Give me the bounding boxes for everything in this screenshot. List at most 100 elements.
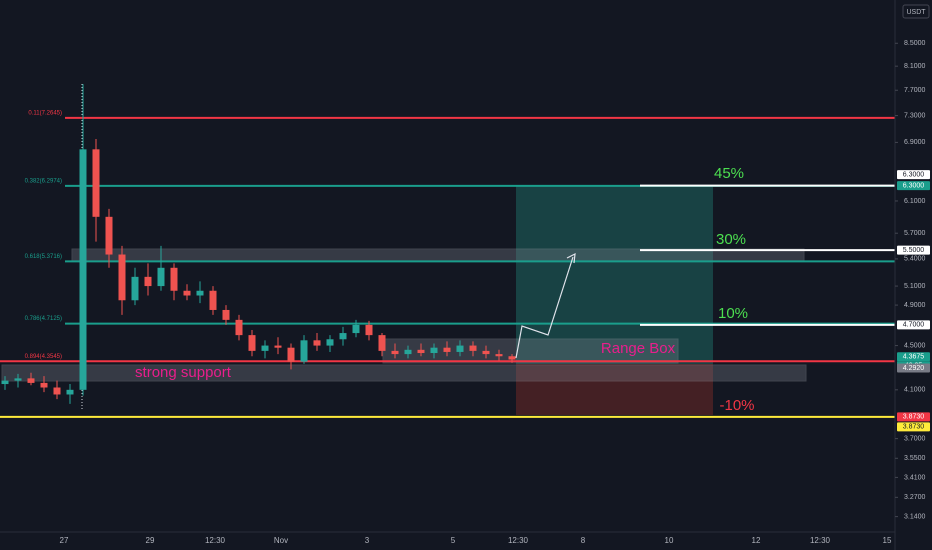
y-tick-label: 6.9000 xyxy=(904,139,926,146)
axis-labels: 8.5000 8.1000 7.7000 7.3000 6.9000 6.1000 5.70… xyxy=(60,40,930,545)
candle-body xyxy=(443,347,451,352)
price-label: 4.7000 xyxy=(903,322,925,329)
y-tick-label: 4.1000 xyxy=(904,387,926,394)
candle-body xyxy=(261,345,269,351)
candle-body xyxy=(300,340,308,362)
candle-body xyxy=(287,347,295,362)
candle-body xyxy=(144,276,152,287)
fib-label: 0.618(5.3716) xyxy=(25,254,62,260)
candle-body xyxy=(235,319,243,336)
candle-body xyxy=(482,350,490,355)
candle-body xyxy=(248,335,256,351)
candle-body xyxy=(53,387,61,395)
candle-body xyxy=(378,335,386,351)
currency-box xyxy=(902,4,930,19)
y-tick-label: 3.1400 xyxy=(904,513,926,520)
target-label: 30% xyxy=(716,231,746,248)
candle-body xyxy=(508,356,516,360)
candle-body xyxy=(105,216,113,255)
target-label: 10% xyxy=(718,305,748,322)
x-tick-label: 12 xyxy=(752,536,761,545)
candle-body xyxy=(274,345,282,348)
x-tick-label: 5 xyxy=(451,536,456,545)
candle-body xyxy=(209,290,217,310)
price-label: 4.2920 xyxy=(903,365,925,372)
candle-body xyxy=(404,349,412,355)
candle-body xyxy=(417,349,425,354)
x-tick-label: 12:30 xyxy=(205,536,226,545)
candle-body xyxy=(27,378,35,383)
y-tick-label: 3.7000 xyxy=(904,435,926,442)
candle-body xyxy=(339,333,347,340)
y-tick-label: 4.9000 xyxy=(904,302,926,309)
candle-body xyxy=(14,378,22,381)
candle-body xyxy=(196,290,204,296)
x-tick-label: 12:30 xyxy=(810,536,831,545)
y-tick-label: 8.5000 xyxy=(904,40,926,47)
y-tick-label: 5.1000 xyxy=(904,283,926,290)
stop-label: -10% xyxy=(719,397,754,414)
price-label-box xyxy=(897,352,930,362)
price-label: 4.3675 xyxy=(903,354,925,361)
candle-body xyxy=(118,254,126,301)
price-label-box xyxy=(897,422,930,432)
price-label-box xyxy=(897,412,930,422)
price-label: 5.5000 xyxy=(903,247,925,254)
plot xyxy=(1,84,807,415)
x-tick-label: 10 xyxy=(665,536,674,545)
candle-body xyxy=(157,267,165,287)
price-axis xyxy=(895,0,932,550)
x-tick-label: 3 xyxy=(365,536,370,545)
candle-body xyxy=(183,290,191,296)
price-label-box xyxy=(897,320,930,330)
x-tick-label: 12:30 xyxy=(508,536,529,545)
candle-body xyxy=(326,339,334,346)
y-tick-label: 3.2700 xyxy=(904,494,926,501)
y-tick-label: 8.1000 xyxy=(904,63,926,70)
support-box xyxy=(1,364,807,382)
candle-body xyxy=(495,354,503,357)
candle-body xyxy=(430,347,438,354)
candle-body xyxy=(352,324,360,334)
candle-body xyxy=(131,276,139,301)
price-label: 6.3000 xyxy=(903,171,925,178)
x-tick-label: 27 xyxy=(60,536,69,545)
fib-label: 0.382(6.2974) xyxy=(25,178,62,184)
y-tick-label: 3.4100 xyxy=(904,474,926,481)
price-label-box xyxy=(897,245,930,255)
y-tick-label: 6.1000 xyxy=(904,198,926,205)
projection-arrow xyxy=(515,256,574,359)
candle-body xyxy=(391,350,399,355)
y-tick-label: 5.7000 xyxy=(904,230,926,237)
range-box xyxy=(382,338,679,364)
price-label: 3.8730 xyxy=(903,414,925,421)
candle-body xyxy=(170,267,178,291)
candle-body xyxy=(365,324,373,336)
marks: 0.11(7.2645) 0.382(6.2974) 0.618(5.3716) 0.… xyxy=(0,84,895,418)
y-tick-label: 3.5500 xyxy=(904,455,926,462)
candle-body xyxy=(456,345,464,352)
fib-label: 0.786(4.7125) xyxy=(25,316,62,322)
x-tick-label: 29 xyxy=(146,536,155,545)
range-box-label: Range Box xyxy=(601,340,676,357)
candle-body xyxy=(313,340,321,346)
candle-body xyxy=(66,389,74,395)
candle-body xyxy=(1,380,9,385)
y-tick-label: 4.5000 xyxy=(904,342,926,349)
price-label-box xyxy=(897,181,930,191)
arrow-head xyxy=(566,252,576,264)
y-tick-label: 7.3000 xyxy=(904,112,926,119)
candle-body xyxy=(222,309,230,320)
price-label-box xyxy=(897,363,930,373)
profit-zone xyxy=(516,185,713,364)
price-label-box xyxy=(897,170,930,180)
y-tick-label: 7.7000 xyxy=(904,87,926,94)
candle-body xyxy=(469,345,477,351)
x-tick-label: Nov xyxy=(274,536,288,545)
y-tick-label: 5.4000 xyxy=(904,256,926,263)
support-label: strong support xyxy=(135,364,232,381)
price-label: 6.3000 xyxy=(903,182,925,189)
currency: USDT xyxy=(906,9,926,16)
